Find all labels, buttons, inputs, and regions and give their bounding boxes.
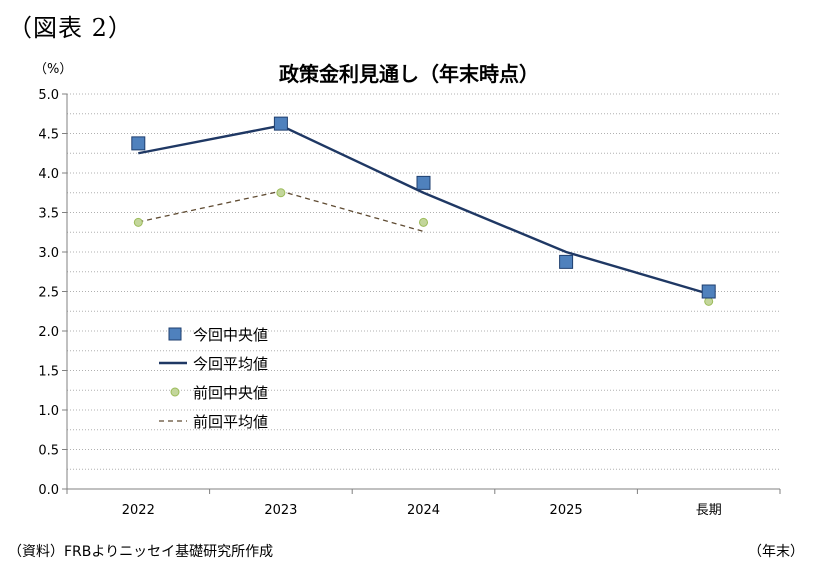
figure-label: （図表 2） [8,14,133,42]
x-tick-label: 2024 [407,503,440,518]
x-tick-label: 2025 [550,503,583,518]
legend-swatch-current-median [168,327,182,341]
y-tick-label: 2.0 [38,325,59,340]
y-tick-label: 2.5 [38,286,59,301]
point-current-median [559,254,574,269]
chart-title: 政策金利見通し（年末時点） [279,62,539,86]
legend-label: 前回平均値 [193,413,268,431]
source-note: （資料）FRBよりニッセイ基礎研究所作成 [8,544,274,560]
y-tick-label: 1.0 [38,404,59,419]
point-current-median [273,116,288,131]
y-tick-label: 3.0 [38,246,59,261]
point-current-median [131,136,146,151]
series-line-current-mean [138,124,710,296]
y-tick-label: 4.5 [38,128,59,143]
legend-label: 前回中央値 [193,384,268,402]
x-axis-unit-label: （年末） [748,544,804,560]
y-tick-label: 0.0 [38,483,59,498]
point-current-median [416,175,431,190]
point-current-median [701,284,716,299]
axes: 0.0 0.5 1.0 1.5 2.0 2.5 3.0 3.5 4.0 4.5 5.0 2022 202… [38,88,781,518]
legend-label: 今回平均値 [193,355,268,373]
y-tick-label: 5.0 [38,88,59,103]
point-previous-median [133,217,143,227]
x-tick-label: 長期 [696,503,722,518]
y-tick-label: 4.0 [38,167,59,182]
point-previous-median [419,217,428,227]
legend-swatch-previous-median [170,387,180,397]
point-previous-median [704,296,714,306]
point-previous-median [276,188,286,198]
y-tick-label: 0.5 [38,444,59,459]
grid-lines [67,93,780,470]
x-tick-label: 2023 [264,503,297,518]
series [131,116,716,306]
y-tick-label: 1.5 [38,365,59,380]
x-tick-label: 2022 [122,503,155,518]
y-axis-unit-label: （%） [34,62,73,77]
legend-label: 今回中央値 [193,326,268,344]
y-tick-label: 3.5 [38,207,59,222]
